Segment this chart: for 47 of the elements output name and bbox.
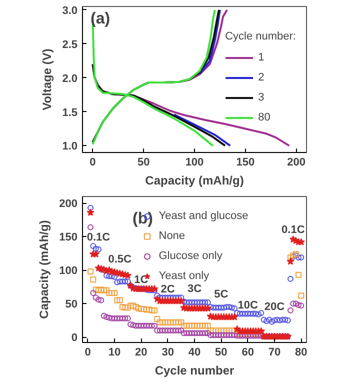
x-tick-label: 150 [236, 156, 255, 168]
y-tick-label: 50 [65, 298, 78, 311]
x-axis-title: Capacity (mAh/g) [145, 174, 244, 188]
x-tick-label: 70 [268, 346, 281, 358]
legend-label: Yeast and glucose [158, 210, 248, 222]
y-axis-title: Voltage (V) [40, 48, 54, 110]
y-tick-label: 3.0 [62, 4, 78, 17]
y-tick-label: 2.5 [62, 38, 78, 51]
legend-label: Yeast only [158, 270, 210, 282]
y-tick-label: 150 [59, 232, 78, 244]
y-tick-label: 1.5 [62, 106, 78, 119]
legend-title: Cycle number: [225, 30, 296, 42]
y-tick-label: 0 [71, 332, 78, 344]
legend-label: Glucose only [158, 250, 222, 262]
x-tick-label: 100 [185, 156, 204, 168]
x-tick-label: 10 [108, 346, 121, 358]
x-tick-label: 200 [287, 156, 306, 168]
annotation: 0.5C [108, 253, 132, 266]
x-tick-label: 0 [90, 156, 96, 168]
x-tick-label: 60 [242, 346, 254, 358]
annotation: 0.1C [282, 224, 305, 236]
annotation: 20C [264, 301, 285, 314]
y-axis-title: Capacity (mAh/g) [37, 220, 52, 319]
annotation: 10C [238, 300, 258, 312]
annotation: 3C [187, 282, 202, 295]
x-tick-label: 50 [215, 346, 228, 358]
chart-title: (a) [90, 10, 110, 28]
x-tick-label: 80 [295, 346, 308, 358]
text: (b) [132, 210, 153, 228]
annotation: 0.1C [86, 231, 110, 244]
y-tick-label: 1.0 [62, 140, 78, 153]
legend-label: 1 [258, 52, 266, 64]
annotation: 2C [160, 284, 175, 296]
y-tick-label: 200 [59, 198, 78, 210]
x-tick-label: 40 [188, 346, 201, 358]
x-tick-label: 30 [162, 346, 174, 358]
x-tick-label: 20 [135, 346, 148, 358]
x-tick-label: 50 [137, 156, 150, 168]
legend-label: 3 [258, 92, 266, 104]
x-axis-title: Cycle number [154, 364, 235, 378]
legend-label: None [158, 230, 186, 242]
x-tick-label: 0 [84, 346, 91, 358]
annotation: 5C [214, 288, 228, 300]
y-tick-label: 100 [59, 265, 78, 278]
legend-label: 80 [258, 112, 272, 124]
legend-label: 2 [258, 72, 266, 84]
y-tick-label: 2.0 [62, 72, 78, 85]
